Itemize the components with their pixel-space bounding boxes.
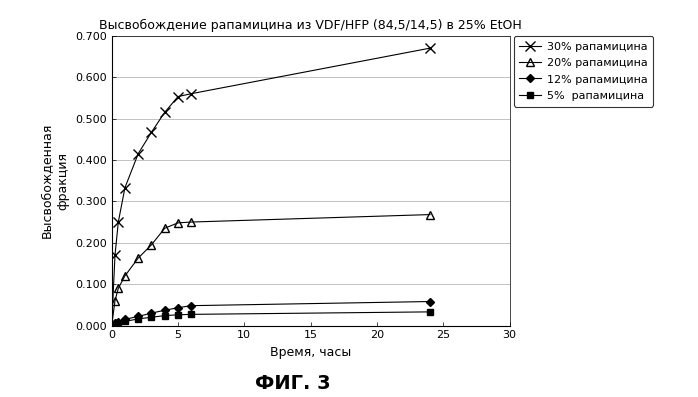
Line: 30% рапамицина: 30% рапамицина: [107, 43, 435, 330]
5%  рапамицина: [426, 310, 434, 314]
5%  рапамицина: [134, 316, 142, 321]
5%  рапамицина: [107, 323, 116, 328]
30% рапамицина: [426, 46, 434, 50]
30% рапамицина: [114, 220, 123, 224]
12% рапамицина: [134, 314, 142, 319]
5%  рапамицина: [174, 312, 182, 317]
5%  рапамицина: [161, 313, 169, 318]
20% рапамицина: [174, 220, 182, 225]
12% рапамицина: [107, 323, 116, 328]
5%  рапамицина: [111, 322, 119, 327]
20% рапамицина: [147, 243, 156, 247]
Legend: 30% рапамицина, 20% рапамицина, 12% рапамицина, 5%  рапамицина: 30% рапамицина, 20% рапамицина, 12% рапа…: [514, 36, 653, 107]
12% рапамицина: [121, 317, 129, 322]
12% рапамицина: [187, 303, 195, 308]
12% рапамицина: [426, 299, 434, 304]
20% рапамицина: [121, 274, 129, 278]
Title: Высвобождение рапамицина из VDF/HFP (84,5/14,5) в 25% EtOH: Высвобождение рапамицина из VDF/HFP (84,…: [99, 19, 522, 32]
20% рапамицина: [114, 286, 123, 291]
Y-axis label: Высвобожденная
фракция: Высвобожденная фракция: [40, 123, 70, 238]
30% рапамицина: [121, 185, 129, 190]
Line: 12% рапамицина: 12% рапамицина: [109, 299, 433, 328]
30% рапамицина: [111, 253, 119, 258]
30% рапамицина: [107, 323, 116, 328]
20% рапамицина: [107, 323, 116, 328]
12% рапамицина: [161, 308, 169, 312]
12% рапамицина: [114, 320, 123, 325]
12% рапамицина: [174, 305, 182, 310]
12% рапамицина: [147, 311, 156, 316]
5%  рапамицина: [187, 312, 195, 317]
30% рапамицина: [161, 110, 169, 115]
Text: ФИГ. 3: ФИГ. 3: [255, 374, 331, 393]
5%  рапамицина: [114, 321, 123, 326]
30% рапамицина: [147, 130, 156, 135]
5%  рапамицина: [147, 315, 156, 320]
5%  рапамицина: [121, 319, 129, 324]
12% рапамицина: [111, 321, 119, 326]
20% рапамицина: [134, 256, 142, 260]
20% рапамицина: [187, 220, 195, 224]
30% рапамицина: [187, 91, 195, 96]
30% рапамицина: [134, 151, 142, 156]
30% рапамицина: [174, 94, 182, 99]
Line: 5%  рапамицина: 5% рапамицина: [109, 309, 433, 328]
X-axis label: Время, часы: Время, часы: [270, 346, 351, 359]
Line: 20% рапамицина: 20% рапамицина: [107, 210, 434, 330]
20% рапамицина: [111, 298, 119, 303]
20% рапамицина: [426, 212, 434, 217]
20% рапамицина: [161, 226, 169, 231]
